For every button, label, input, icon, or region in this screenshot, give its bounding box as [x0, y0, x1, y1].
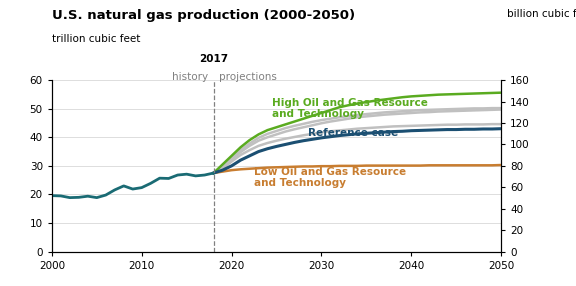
Text: Reference case: Reference case — [308, 128, 398, 138]
Text: trillion cubic feet: trillion cubic feet — [52, 34, 140, 44]
Text: billion cubic feet per day: billion cubic feet per day — [507, 9, 576, 19]
Text: Low Oil and Gas Resource
and Technology: Low Oil and Gas Resource and Technology — [254, 166, 406, 188]
Text: projections: projections — [219, 72, 277, 82]
Text: U.S. natural gas production (2000-2050): U.S. natural gas production (2000-2050) — [52, 9, 355, 21]
Text: 2017: 2017 — [199, 54, 228, 64]
Text: High Oil and Gas Resource
and Technology: High Oil and Gas Resource and Technology — [272, 98, 428, 120]
Text: history: history — [172, 72, 208, 82]
